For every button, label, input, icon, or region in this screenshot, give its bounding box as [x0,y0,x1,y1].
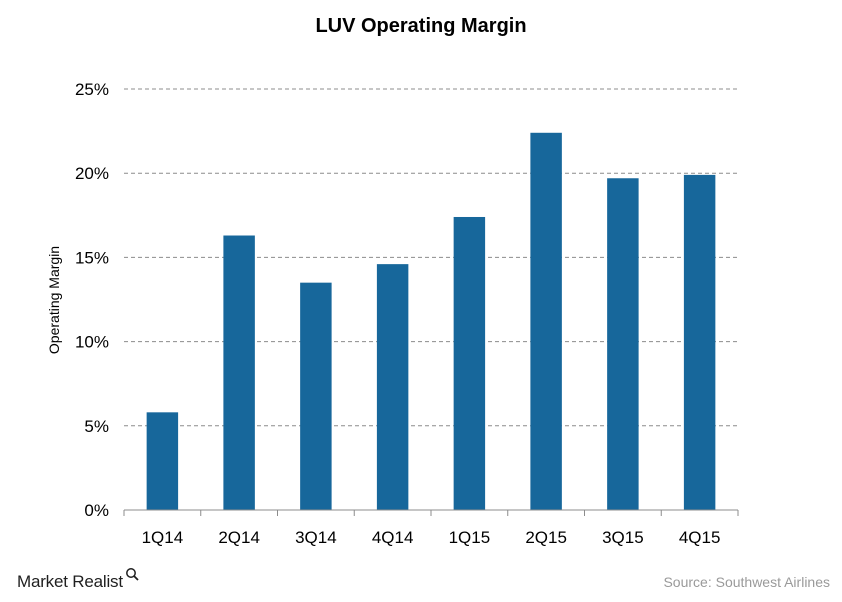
brand-logo: Market Realist [17,568,139,592]
bar-4q14 [376,264,409,510]
gridlines [124,88,738,427]
x-tick-label: 2Q14 [218,528,260,547]
y-tick-label: 20% [75,164,109,183]
y-tick-label: 0% [84,501,109,520]
y-axis-title: Operating Margin [46,246,62,354]
x-tick-label: 1Q14 [142,528,184,547]
bar-2q15 [530,132,562,510]
axes [123,509,739,516]
x-tick-label: 4Q14 [372,528,414,547]
y-tick-labels: 0% 5% 10% 15% 20% 25% [75,80,109,520]
x-tick-label: 2Q15 [525,528,567,547]
y-tick-label: 25% [75,80,109,99]
bar-3q15 [607,178,639,510]
brand-name: Market Realist [17,572,123,591]
x-tick-label: 1Q15 [449,528,491,547]
y-tick-label: 5% [84,417,109,436]
source-note: Source: Southwest Airlines [663,574,830,590]
bar-1q14 [146,412,179,510]
x-tick-labels: 1Q14 2Q14 3Q14 4Q14 1Q15 2Q15 3Q15 4Q15 [142,528,721,547]
magnifier-icon [125,566,139,586]
bar-2q14 [223,235,255,510]
chart-title: LUV Operating Margin [315,15,526,37]
y-tick-label: 15% [75,248,109,267]
bars [146,132,716,510]
bar-3q14 [300,282,332,510]
x-tick-label: 4Q15 [679,528,721,547]
bar-1q15 [453,216,486,510]
x-tick-label: 3Q14 [295,528,337,547]
bar-4q15 [683,174,716,510]
y-tick-label: 10% [75,333,109,352]
x-tick-label: 3Q15 [602,528,644,547]
